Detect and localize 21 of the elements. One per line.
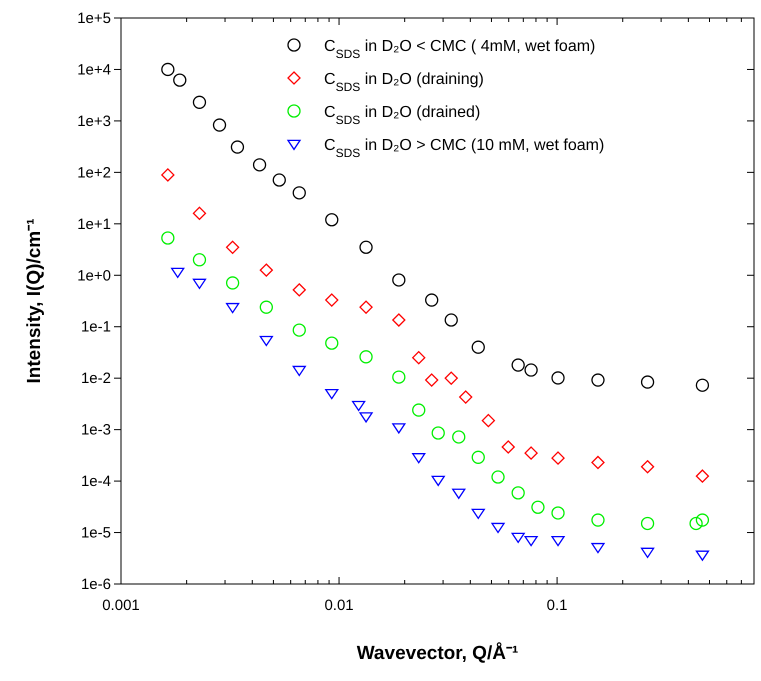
y-axis-title: Intensity, I(Q)/cm⁻¹ — [24, 218, 45, 384]
x-tick-label: 0.001 — [102, 597, 140, 614]
y-tick-label: 1e-3 — [80, 422, 111, 439]
y-tick-label: 1e+0 — [77, 267, 111, 284]
y-tick-label: 1e+1 — [77, 216, 111, 233]
x-axis-title: Wavevector, Q/Å⁻¹ — [356, 642, 518, 664]
y-tick-label: 1e-1 — [80, 318, 111, 336]
y-tick-label: 1e+3 — [77, 112, 111, 130]
y-tick-label: 1e+5 — [77, 10, 111, 27]
x-tick-label: 0.01 — [324, 597, 354, 614]
y-tick-label: 1e+2 — [77, 164, 111, 182]
y-tick-label: 1e+4 — [77, 61, 111, 78]
legend-label: C$_{SDS}$ in D₂O (draining) — [324, 71, 484, 94]
y-tick-label: 1e-4 — [80, 473, 111, 490]
legend-label: C$_{SDS}$ in D₂O (drained) — [324, 104, 480, 127]
y-tick-label: 1e-2 — [80, 370, 111, 388]
legend-label: C$_{SDS}$ in D₂O > CMC (10 mM, wet foam) — [324, 137, 604, 160]
legend-label: C$_{SDS}$ in D₂O < CMC ( 4mM, wet foam) — [324, 38, 596, 61]
y-tick-label: 1e-6 — [80, 576, 111, 593]
x-tick-label: 0.1 — [546, 597, 568, 614]
y-tick-label: 1e-5 — [80, 524, 111, 542]
